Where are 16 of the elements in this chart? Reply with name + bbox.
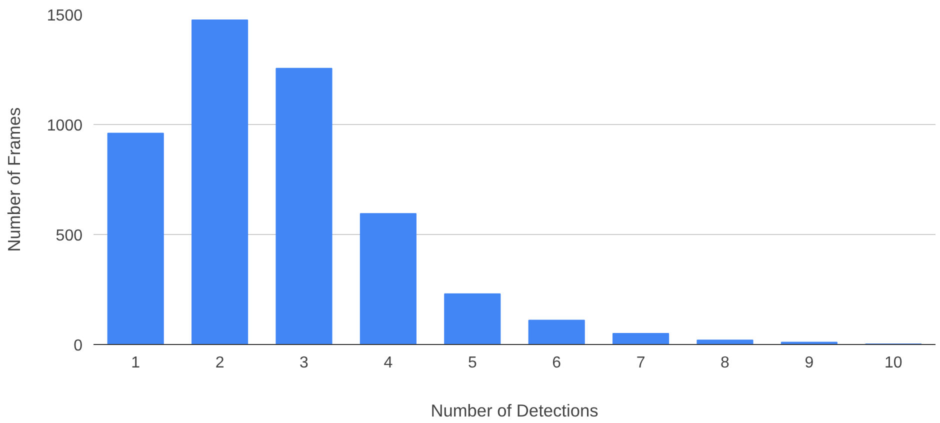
x-tick-label: 2 (215, 354, 224, 372)
x-tick-label: 8 (720, 354, 730, 372)
y-tick-label: 1000 (46, 118, 83, 134)
x-tick-label: 4 (384, 354, 393, 372)
x-tick-label: 3 (300, 354, 309, 372)
y-tick-label: 0 (74, 338, 83, 354)
x-tick-label: 6 (552, 354, 562, 372)
x-tick-label: 1 (131, 354, 140, 372)
y-axis-title: Number of Frames (4, 106, 24, 252)
y-tick-label: 1500 (46, 8, 83, 24)
y-tick-label: 500 (56, 228, 83, 244)
x-tick-label: 7 (636, 354, 646, 372)
x-tick-label: 10 (884, 354, 902, 372)
x-axis-title: Number of Detections (430, 400, 599, 420)
x-tick-label: 5 (468, 354, 477, 372)
x-tick-label: 9 (804, 354, 814, 372)
